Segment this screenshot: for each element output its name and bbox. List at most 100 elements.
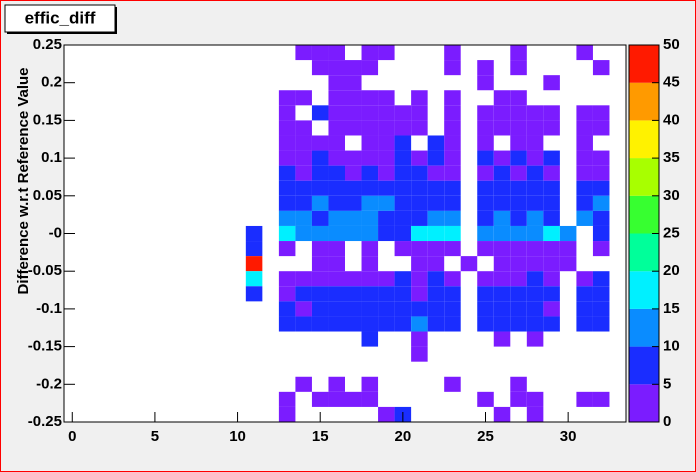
- heatmap-cell: [592, 301, 610, 317]
- heatmap-cell: [444, 90, 461, 106]
- heatmap-cell: [493, 271, 511, 287]
- heatmap-cell: [543, 256, 560, 272]
- heatmap-cell: [592, 391, 610, 407]
- heatmap-cell: [378, 165, 395, 181]
- heatmap-cell: [345, 105, 362, 121]
- color-scale-step: [629, 308, 659, 347]
- heatmap-cell: [378, 316, 395, 332]
- heatmap-cell: [543, 75, 560, 91]
- heatmap-cell: [526, 271, 544, 287]
- heatmap-cell: [394, 150, 412, 166]
- heatmap-cell: [295, 150, 312, 166]
- heatmap-cell: [328, 301, 345, 317]
- heatmap-cell: [493, 195, 511, 211]
- heatmap-cell: [394, 120, 412, 136]
- color-scale-step: [629, 346, 659, 385]
- heatmap-cell: [427, 301, 445, 317]
- heatmap-cell: [444, 150, 461, 166]
- color-scale-step: [629, 271, 659, 309]
- heatmap-cell: [278, 391, 296, 407]
- heatmap-cell: [295, 210, 312, 226]
- heatmap-cell: [444, 165, 461, 181]
- heatmap-cell: [361, 271, 379, 287]
- heatmap-cell: [394, 180, 412, 196]
- heatmap-cell: [411, 105, 428, 121]
- heatmap-cell: [444, 271, 461, 287]
- heatmap-cell: [378, 45, 395, 61]
- color-scale-step: [629, 158, 659, 196]
- heatmap-cell: [378, 120, 395, 136]
- heatmap-cell: [543, 225, 560, 242]
- color-scale-step: [629, 384, 659, 422]
- heatmap-cell: [444, 210, 461, 226]
- heatmap-cell: [493, 286, 511, 302]
- heatmap-cell: [311, 210, 329, 226]
- heatmap-cell: [311, 195, 329, 211]
- heatmap-cell: [328, 180, 345, 196]
- z-tick-label: 45: [663, 74, 680, 91]
- heatmap-cell: [493, 120, 511, 136]
- z-tick-label: 30: [663, 187, 680, 204]
- heatmap-cell: [311, 241, 329, 257]
- heatmap-cell: [361, 225, 379, 242]
- heatmap-cell: [378, 105, 395, 121]
- z-tick-label: 15: [663, 300, 680, 317]
- heatmap-cell: [427, 180, 445, 196]
- y-tick-label: 0.1: [41, 149, 62, 166]
- heatmap-cell: [543, 120, 560, 136]
- heatmap-cell: [576, 180, 593, 196]
- heatmap-cell: [576, 165, 593, 181]
- heatmap-cell: [345, 120, 362, 136]
- heatmap-cell: [311, 135, 329, 151]
- z-tick-label: 20: [663, 262, 680, 279]
- heatmap-cell: [526, 301, 544, 317]
- heatmap-cell: [526, 331, 544, 347]
- heatmap-cell: [278, 150, 296, 166]
- y-tick-label: 0.05: [33, 187, 62, 204]
- heatmap-cell: [361, 316, 379, 332]
- title-box: [4, 4, 116, 33]
- heatmap-cell: [510, 60, 527, 76]
- heatmap-cell: [411, 90, 428, 106]
- heatmap-cell: [245, 241, 263, 257]
- heatmap-cell: [592, 165, 610, 181]
- heatmap-cell: [493, 90, 511, 106]
- heatmap-cell: [345, 60, 362, 76]
- heatmap-cell: [493, 256, 511, 272]
- heatmap-cell: [576, 150, 593, 166]
- heatmap-cell: [361, 241, 379, 257]
- heatmap-cell: [510, 376, 527, 392]
- heatmap-cell: [477, 271, 494, 287]
- heatmap-cell: [444, 45, 461, 61]
- heatmap-cell: [295, 286, 312, 302]
- heatmap-cell: [378, 286, 395, 302]
- heatmap-cell: [278, 165, 296, 181]
- heatmap-cell: [245, 225, 263, 242]
- heatmap-cell: [427, 135, 445, 151]
- heatmap-cell: [278, 195, 296, 211]
- heatmap-cell: [295, 376, 312, 392]
- heatmap-cell: [328, 105, 345, 121]
- heatmap-cell: [427, 210, 445, 226]
- heatmap-cell: [311, 391, 329, 407]
- heatmap-cell: [394, 210, 412, 226]
- heatmap-cell: [427, 165, 445, 181]
- heatmap-cell: [411, 241, 428, 257]
- color-scale-step: [629, 195, 659, 234]
- heatmap-cell: [378, 406, 395, 422]
- heatmap-cell: [493, 150, 511, 166]
- heatmap-cell: [311, 301, 329, 317]
- heatmap-cell: [427, 316, 445, 332]
- heatmap-cell: [477, 225, 494, 242]
- z-tick-label: 50: [663, 36, 680, 53]
- heatmap-cell: [592, 180, 610, 196]
- heatmap-cell: [493, 316, 511, 332]
- heatmap-cell: [394, 135, 412, 151]
- heatmap-cell: [477, 391, 494, 407]
- heatmap-cell: [311, 60, 329, 76]
- heatmap-cell: [510, 180, 527, 196]
- heatmap-cell: [328, 376, 345, 392]
- heatmap-cell: [328, 225, 345, 242]
- heatmap-cell: [345, 150, 362, 166]
- heatmap-cell: [526, 225, 544, 242]
